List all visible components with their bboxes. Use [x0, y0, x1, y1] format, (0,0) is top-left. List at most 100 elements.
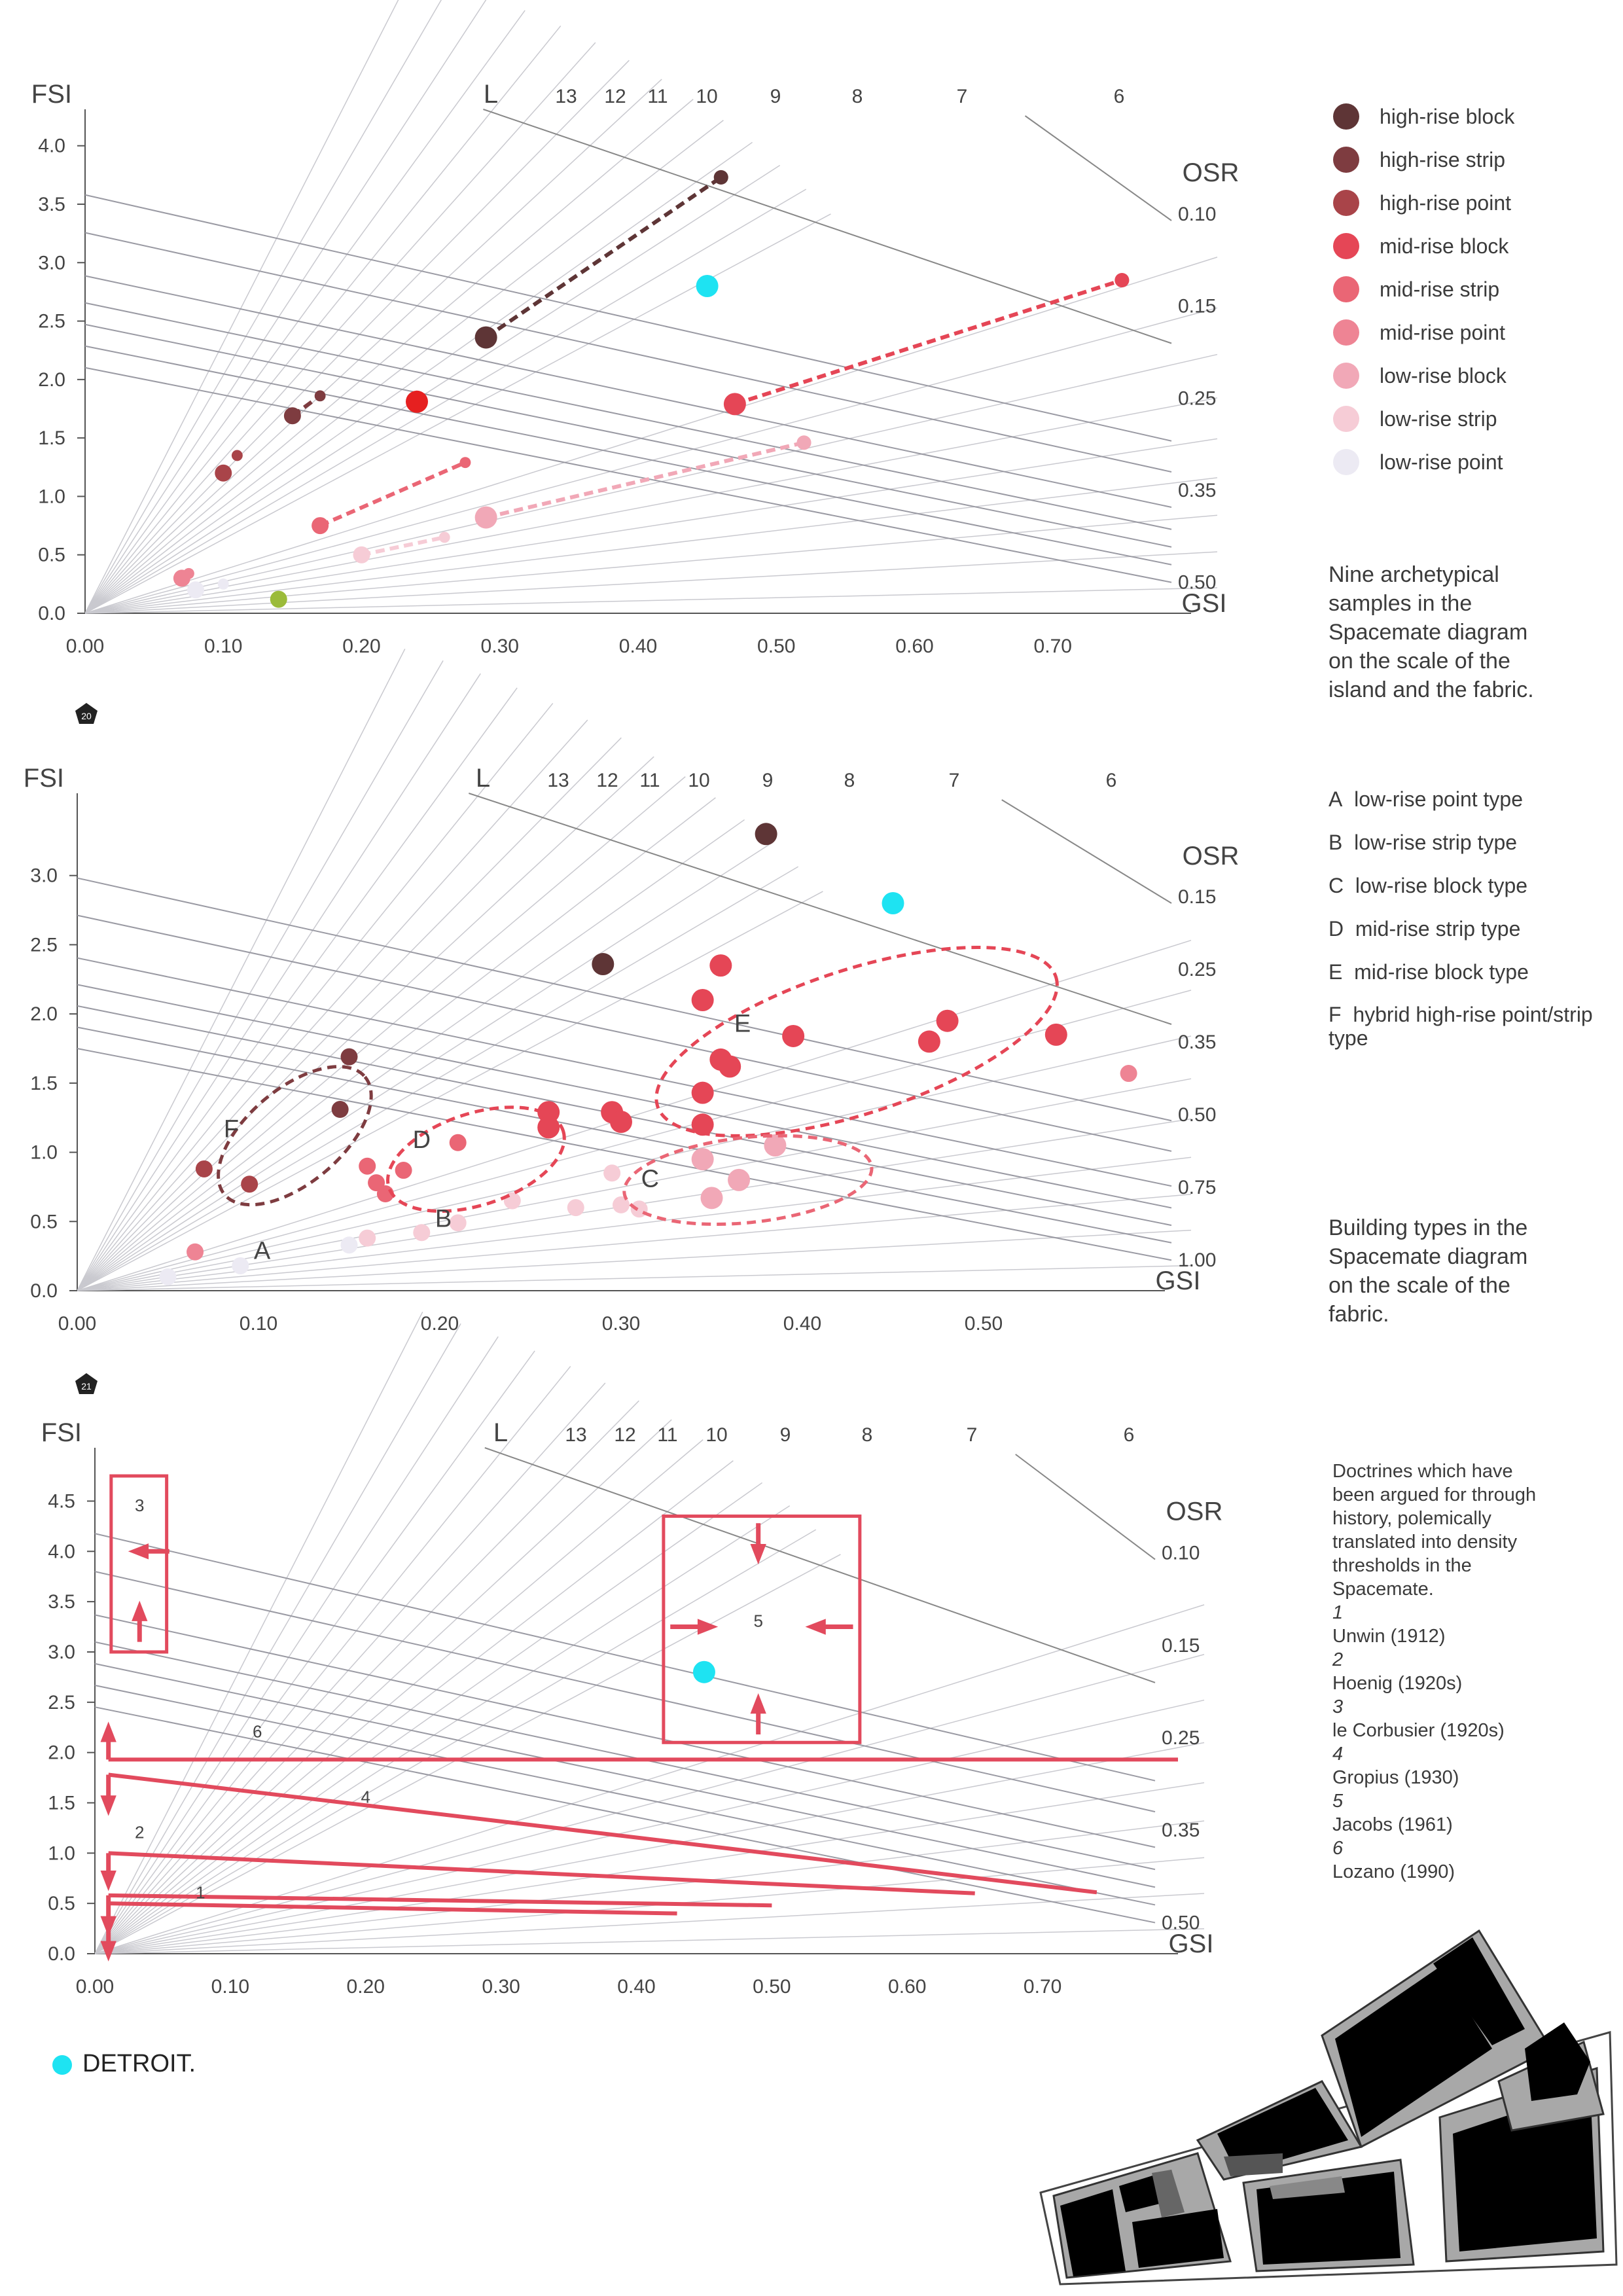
osr-line: [94, 1641, 1156, 1871]
layer-line: [1024, 115, 1172, 221]
l-fan-line: [84, 0, 399, 614]
x-tick-label: 0.30: [482, 1976, 520, 1998]
x-tick-label: 0.70: [1024, 1976, 1061, 1998]
x-tick-label: 0.20: [342, 636, 380, 657]
series-connector: [734, 278, 1123, 406]
data-point-mid-rise-strip: [449, 1134, 467, 1151]
osr-line: [84, 302, 1172, 530]
osr-line: [84, 232, 1172, 473]
x-tick-label: 0.00: [66, 636, 104, 657]
legend-entry-label: mid-rise block: [1380, 234, 1509, 258]
l-value-label: 8: [862, 1424, 873, 1446]
data-point-mid-rise-strip: [395, 1162, 412, 1179]
l-fan-line: [94, 1604, 1205, 1954]
y-tick-label: 0.5: [48, 1893, 75, 1914]
type-region-ellipse: [217, 1065, 373, 1207]
l-fan-line: [84, 164, 781, 614]
doctrine-arrowhead: [100, 1721, 116, 1742]
x-tick-label: 0.00: [58, 1313, 96, 1335]
doctrine-5-number: 5: [1332, 1791, 1344, 1812]
l-fan-line: [77, 756, 654, 1291]
l-fan-line: [94, 1350, 535, 1954]
y-tick-label: 1.5: [30, 1073, 58, 1094]
l-fan-line: [94, 1323, 461, 1954]
l-label: L: [476, 764, 490, 793]
doctrines-list: Doctrines which have been argued for thr…: [1332, 1460, 1548, 1884]
l-value-label: 12: [596, 770, 618, 791]
osr-value-label: 0.15: [1162, 1635, 1200, 1657]
x-tick-label: 0.00: [76, 1976, 114, 1998]
l-fan-line: [94, 1439, 704, 1954]
y-tick-label: 3.0: [30, 865, 58, 887]
y-tick-label: 2.5: [38, 311, 65, 332]
osr-value-label: 0.35: [1178, 480, 1216, 501]
data-point-mid-rise-block: [936, 1009, 959, 1032]
l-fan-line: [84, 26, 562, 614]
data-point-mid-rise-strip: [359, 1157, 376, 1175]
legend-swatch-icon: [1333, 233, 1359, 259]
l-fan-line: [77, 1229, 1192, 1291]
data-point-mid-rise-strip: [312, 517, 329, 535]
doctrine-arrowhead: [750, 1693, 766, 1714]
l-value-label: 12: [614, 1424, 635, 1446]
osr-line: [94, 1533, 1156, 1782]
doctrine-arrowhead: [132, 1600, 148, 1621]
x-tick-label: 0.30: [481, 636, 519, 657]
y-tick-label: 1.0: [38, 486, 65, 507]
doctrine-3-number: 3: [1332, 1696, 1344, 1717]
x-tick-label: 0.20: [421, 1313, 459, 1335]
doctrine-number-label: 6: [253, 1722, 262, 1742]
osr-value-label: 0.35: [1178, 1031, 1216, 1053]
l-fan-line: [77, 649, 406, 1291]
osr-line: [77, 914, 1172, 1152]
l-fan-line: [77, 797, 716, 1291]
x-tick-label: 0.10: [240, 1313, 277, 1335]
osr-line: [77, 1048, 1172, 1261]
l-value-label: 13: [555, 86, 577, 107]
figure-number-badge: 20: [75, 703, 98, 724]
data-point-low-rise-strip: [613, 1196, 630, 1213]
type-e: E mid-rise block type: [1329, 960, 1529, 984]
legend-swatch-icon: [1333, 190, 1359, 216]
data-point-mid-rise-block: [1044, 1023, 1067, 1046]
series-connector: [484, 175, 722, 340]
data-point-mid-rise-point: [183, 567, 194, 579]
l-value-label: 9: [770, 86, 781, 107]
osr-line: [94, 1614, 1156, 1848]
data-point-high-rise-block: [713, 170, 728, 185]
l-fan-line: [94, 1366, 571, 1954]
y-tick-label: 3.5: [38, 194, 65, 215]
l-fan-line: [94, 1460, 734, 1954]
figure-number-label: 21: [81, 1381, 92, 1391]
osr-line: [94, 1662, 1156, 1888]
doctrine-arrowhead: [100, 1871, 116, 1892]
x-tick-label: 0.60: [888, 1976, 926, 1998]
y-tick-label: 4.5: [48, 1490, 75, 1512]
l-label: L: [484, 80, 498, 109]
doctrine-number-label: 4: [361, 1787, 370, 1806]
y-tick-label: 3.0: [48, 1641, 75, 1663]
osr-value-label: 0.50: [1178, 572, 1216, 594]
l-fan-line: [94, 1782, 1205, 1954]
legend-entry-label: mid-rise point: [1380, 321, 1505, 344]
y-tick-label: 0.0: [48, 1943, 75, 1965]
data-point-high-rise-strip: [283, 407, 301, 425]
layer-line: [1015, 1454, 1156, 1560]
l-fan-line: [94, 1312, 423, 1954]
type-d: D mid-rise strip type: [1329, 917, 1521, 941]
badge-shape: [75, 1373, 98, 1394]
type-letter-label: D: [413, 1126, 431, 1154]
l-fan-line: [94, 1742, 1205, 1954]
l-value-label: 7: [949, 770, 960, 791]
doctrine-3: le Corbusier (1920s): [1332, 1720, 1505, 1741]
legend-swatch-icon: [1333, 147, 1359, 173]
osr-line: [84, 275, 1172, 508]
data-point-low-rise-block: [691, 1148, 714, 1171]
x-tick-label: 0.40: [783, 1313, 821, 1335]
l-fan-line: [84, 60, 630, 614]
layer-line: [1001, 799, 1172, 904]
osr-line: [84, 194, 1172, 442]
doctrine-arrowhead: [100, 1941, 116, 1962]
x-tick-label: 0.10: [204, 636, 242, 657]
figure-number-badge: 21: [75, 1373, 98, 1394]
